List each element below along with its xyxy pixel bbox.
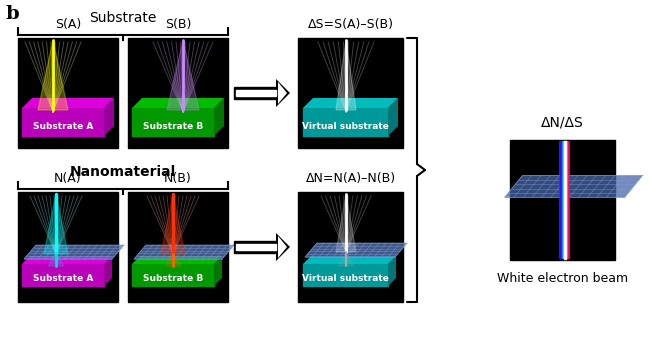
Bar (236, 244, 276, 250)
Bar (234, 87, 276, 99)
Polygon shape (504, 175, 643, 198)
Bar (298, 38, 403, 148)
Polygon shape (336, 40, 356, 110)
Polygon shape (338, 252, 354, 266)
Bar (298, 192, 403, 302)
Polygon shape (214, 256, 222, 286)
Text: N(B): N(B) (164, 172, 192, 185)
Bar (128, 38, 228, 148)
Bar (510, 140, 615, 260)
Polygon shape (276, 233, 290, 261)
Polygon shape (167, 40, 199, 110)
Text: ΔN=N(A)–N(B): ΔN=N(A)–N(B) (306, 172, 396, 185)
Text: S(B): S(B) (165, 18, 191, 31)
Text: Substrate B: Substrate B (143, 122, 203, 131)
Text: ΔN/ΔS: ΔN/ΔS (541, 116, 584, 130)
Polygon shape (132, 98, 224, 108)
Polygon shape (132, 256, 222, 264)
Polygon shape (38, 40, 68, 110)
Polygon shape (48, 254, 64, 266)
Bar (18, 192, 118, 302)
Bar (132, 264, 214, 286)
Polygon shape (165, 254, 181, 266)
Polygon shape (22, 98, 114, 108)
Polygon shape (161, 194, 185, 254)
Polygon shape (104, 256, 112, 286)
Text: Substrate: Substrate (89, 11, 157, 25)
Text: Substrate A: Substrate A (32, 122, 93, 131)
Polygon shape (44, 194, 68, 254)
Bar (234, 241, 276, 253)
Polygon shape (278, 82, 287, 104)
Polygon shape (303, 98, 398, 108)
Polygon shape (22, 256, 112, 264)
Polygon shape (104, 98, 114, 136)
Polygon shape (276, 79, 290, 107)
Bar (22, 264, 104, 286)
Text: Substrate B: Substrate B (143, 274, 203, 283)
Polygon shape (305, 243, 407, 257)
Text: Virtual substrate: Virtual substrate (302, 122, 389, 131)
Text: Virtual substrate: Virtual substrate (302, 274, 389, 283)
Polygon shape (214, 98, 224, 136)
Text: ΔS=S(A)–S(B): ΔS=S(A)–S(B) (307, 18, 393, 31)
Polygon shape (134, 245, 234, 259)
Bar (128, 192, 228, 302)
Polygon shape (388, 256, 396, 286)
Text: White electron beam: White electron beam (497, 272, 628, 285)
Bar (22, 108, 104, 136)
Polygon shape (336, 194, 356, 252)
Bar (132, 108, 214, 136)
Bar (303, 264, 388, 286)
Text: S(A): S(A) (55, 18, 81, 31)
Text: Substrate A: Substrate A (32, 274, 93, 283)
Bar (18, 38, 118, 148)
Bar (303, 108, 388, 136)
Polygon shape (303, 256, 396, 264)
Text: b: b (6, 5, 20, 23)
Text: N(A): N(A) (54, 172, 82, 185)
Polygon shape (388, 98, 398, 136)
Polygon shape (278, 236, 287, 258)
Text: Nanomaterial: Nanomaterial (70, 165, 176, 179)
Bar (236, 90, 276, 96)
Polygon shape (24, 245, 124, 259)
